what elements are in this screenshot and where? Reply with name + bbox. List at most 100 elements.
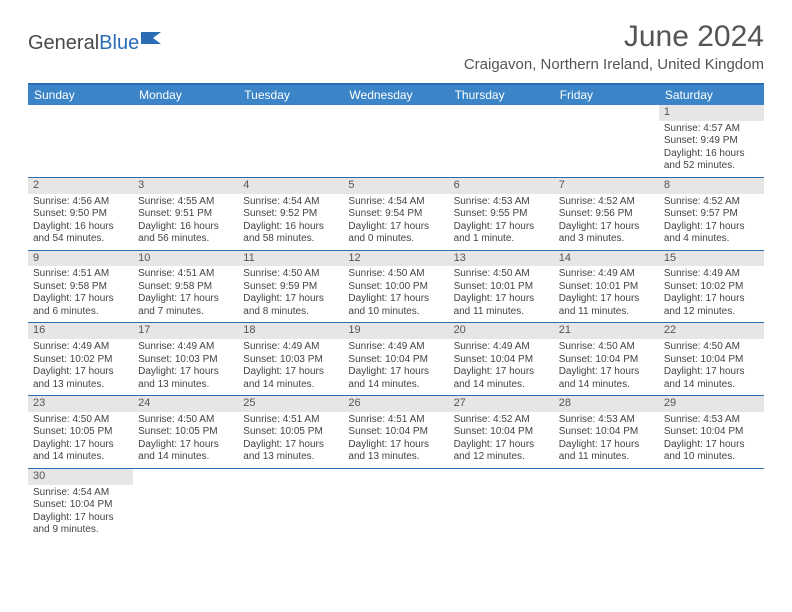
day-number: 29 [659, 396, 764, 412]
day-number: 12 [343, 251, 448, 267]
day-info: Sunrise: 4:49 AMSunset: 10:02 PMDaylight… [659, 266, 764, 322]
logo-text-1: General [28, 32, 99, 55]
day-info: Sunrise: 4:49 AMSunset: 10:03 PMDaylight… [238, 339, 343, 395]
day-info: Sunrise: 4:53 AMSunset: 10:04 PMDaylight… [659, 412, 764, 468]
day-cell: 4Sunrise: 4:54 AMSunset: 9:52 PMDaylight… [238, 177, 343, 250]
empty-cell [449, 468, 554, 540]
day-info: Sunrise: 4:49 AMSunset: 10:01 PMDaylight… [554, 266, 659, 322]
day-number: 8 [659, 178, 764, 194]
calendar-page: GeneralBlue June 2024 Craigavon, Norther… [0, 0, 792, 561]
day-info: Sunrise: 4:50 AMSunset: 9:59 PMDaylight:… [238, 266, 343, 322]
month-title: June 2024 [464, 20, 764, 54]
calendar-table: Sunday Monday Tuesday Wednesday Thursday… [28, 83, 764, 541]
empty-cell [554, 105, 659, 177]
day-cell: 21Sunrise: 4:50 AMSunset: 10:04 PMDaylig… [554, 323, 659, 396]
day-number: 20 [449, 323, 554, 339]
day-number: 24 [133, 396, 238, 412]
day-cell: 7Sunrise: 4:52 AMSunset: 9:56 PMDaylight… [554, 177, 659, 250]
day-number: 15 [659, 251, 764, 267]
day-number: 16 [28, 323, 133, 339]
day-number: 17 [133, 323, 238, 339]
day-info: Sunrise: 4:52 AMSunset: 10:04 PMDaylight… [449, 412, 554, 468]
day-cell: 30Sunrise: 4:54 AMSunset: 10:04 PMDaylig… [28, 468, 133, 540]
day-number: 27 [449, 396, 554, 412]
day-cell: 5Sunrise: 4:54 AMSunset: 9:54 PMDaylight… [343, 177, 448, 250]
day-cell: 9Sunrise: 4:51 AMSunset: 9:58 PMDaylight… [28, 250, 133, 323]
calendar-row: 16Sunrise: 4:49 AMSunset: 10:02 PMDaylig… [28, 323, 764, 396]
logo: GeneralBlue [28, 32, 163, 55]
day-number: 3 [133, 178, 238, 194]
weekday-head: Friday [554, 84, 659, 105]
day-cell: 17Sunrise: 4:49 AMSunset: 10:03 PMDaylig… [133, 323, 238, 396]
weekday-head: Wednesday [343, 84, 448, 105]
day-cell: 19Sunrise: 4:49 AMSunset: 10:04 PMDaylig… [343, 323, 448, 396]
day-number: 6 [449, 178, 554, 194]
day-info: Sunrise: 4:49 AMSunset: 10:03 PMDaylight… [133, 339, 238, 395]
day-info: Sunrise: 4:50 AMSunset: 10:04 PMDaylight… [554, 339, 659, 395]
day-number: 1 [659, 105, 764, 121]
calendar-row: 30Sunrise: 4:54 AMSunset: 10:04 PMDaylig… [28, 468, 764, 540]
title-block: June 2024 Craigavon, Northern Ireland, U… [464, 20, 764, 73]
day-number: 23 [28, 396, 133, 412]
day-number: 14 [554, 251, 659, 267]
day-number: 28 [554, 396, 659, 412]
day-cell: 1Sunrise: 4:57 AMSunset: 9:49 PMDaylight… [659, 105, 764, 177]
day-info: Sunrise: 4:50 AMSunset: 10:00 PMDaylight… [343, 266, 448, 322]
day-cell: 26Sunrise: 4:51 AMSunset: 10:04 PMDaylig… [343, 396, 448, 469]
empty-cell [449, 105, 554, 177]
day-cell: 22Sunrise: 4:50 AMSunset: 10:04 PMDaylig… [659, 323, 764, 396]
day-info: Sunrise: 4:50 AMSunset: 10:05 PMDaylight… [133, 412, 238, 468]
empty-cell [133, 468, 238, 540]
empty-cell [659, 468, 764, 540]
day-info: Sunrise: 4:54 AMSunset: 9:54 PMDaylight:… [343, 194, 448, 250]
day-info: Sunrise: 4:52 AMSunset: 9:56 PMDaylight:… [554, 194, 659, 250]
day-number: 19 [343, 323, 448, 339]
empty-cell [238, 468, 343, 540]
empty-cell [554, 468, 659, 540]
day-cell: 25Sunrise: 4:51 AMSunset: 10:05 PMDaylig… [238, 396, 343, 469]
day-number: 13 [449, 251, 554, 267]
day-info: Sunrise: 4:49 AMSunset: 10:04 PMDaylight… [449, 339, 554, 395]
weekday-head: Tuesday [238, 84, 343, 105]
day-cell: 2Sunrise: 4:56 AMSunset: 9:50 PMDaylight… [28, 177, 133, 250]
logo-text-2: Blue [99, 32, 139, 55]
day-number: 26 [343, 396, 448, 412]
day-cell: 29Sunrise: 4:53 AMSunset: 10:04 PMDaylig… [659, 396, 764, 469]
weekday-head: Saturday [659, 84, 764, 105]
day-cell: 20Sunrise: 4:49 AMSunset: 10:04 PMDaylig… [449, 323, 554, 396]
day-number: 7 [554, 178, 659, 194]
location: Craigavon, Northern Ireland, United King… [464, 56, 764, 73]
day-number: 9 [28, 251, 133, 267]
day-cell: 10Sunrise: 4:51 AMSunset: 9:58 PMDayligh… [133, 250, 238, 323]
day-info: Sunrise: 4:51 AMSunset: 9:58 PMDaylight:… [28, 266, 133, 322]
day-info: Sunrise: 4:49 AMSunset: 10:02 PMDaylight… [28, 339, 133, 395]
day-info: Sunrise: 4:55 AMSunset: 9:51 PMDaylight:… [133, 194, 238, 250]
day-cell: 8Sunrise: 4:52 AMSunset: 9:57 PMDaylight… [659, 177, 764, 250]
day-cell: 15Sunrise: 4:49 AMSunset: 10:02 PMDaylig… [659, 250, 764, 323]
day-info: Sunrise: 4:49 AMSunset: 10:04 PMDaylight… [343, 339, 448, 395]
day-cell: 24Sunrise: 4:50 AMSunset: 10:05 PMDaylig… [133, 396, 238, 469]
day-cell: 18Sunrise: 4:49 AMSunset: 10:03 PMDaylig… [238, 323, 343, 396]
weekday-head: Sunday [28, 84, 133, 105]
empty-cell [238, 105, 343, 177]
day-number: 4 [238, 178, 343, 194]
weekday-head: Thursday [449, 84, 554, 105]
day-info: Sunrise: 4:51 AMSunset: 10:04 PMDaylight… [343, 412, 448, 468]
weekday-head: Monday [133, 84, 238, 105]
calendar-body: 1Sunrise: 4:57 AMSunset: 9:49 PMDaylight… [28, 105, 764, 541]
day-number: 18 [238, 323, 343, 339]
empty-cell [343, 468, 448, 540]
day-number: 5 [343, 178, 448, 194]
day-info: Sunrise: 4:54 AMSunset: 10:04 PMDaylight… [28, 485, 133, 541]
day-number: 10 [133, 251, 238, 267]
day-cell: 27Sunrise: 4:52 AMSunset: 10:04 PMDaylig… [449, 396, 554, 469]
calendar-row: 23Sunrise: 4:50 AMSunset: 10:05 PMDaylig… [28, 396, 764, 469]
day-number: 21 [554, 323, 659, 339]
day-number: 30 [28, 469, 133, 485]
day-info: Sunrise: 4:52 AMSunset: 9:57 PMDaylight:… [659, 194, 764, 250]
calendar-row: 2Sunrise: 4:56 AMSunset: 9:50 PMDaylight… [28, 177, 764, 250]
weekday-row: Sunday Monday Tuesday Wednesday Thursday… [28, 84, 764, 105]
day-cell: 16Sunrise: 4:49 AMSunset: 10:02 PMDaylig… [28, 323, 133, 396]
day-cell: 13Sunrise: 4:50 AMSunset: 10:01 PMDaylig… [449, 250, 554, 323]
day-info: Sunrise: 4:53 AMSunset: 9:55 PMDaylight:… [449, 194, 554, 250]
